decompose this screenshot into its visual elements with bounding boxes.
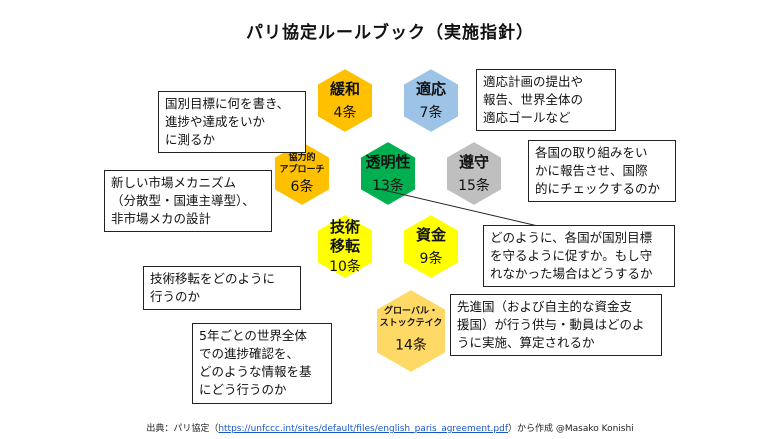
note-global-line: にどう行うのか: [199, 382, 287, 398]
note-kanwa-line: 進捗や達成をいか: [165, 114, 266, 130]
hex-shikin: [402, 212, 460, 281]
note-shikin: 先進国（および自主的な資金支 援国）が行う供与・動員はどのよ うに実施、算定され…: [450, 294, 662, 357]
page-title: パリ協定ルールブック（実施指針）: [246, 23, 534, 43]
note-gijutsu-line: 技術移転をどのように: [150, 271, 276, 286]
hex-tekio: [402, 66, 460, 135]
hex-tomeisei: [359, 139, 417, 208]
hex-junshu: [445, 139, 503, 208]
hex-name-kyoryoku-2: アプローチ: [279, 164, 325, 175]
note-tomeisei-line: を守るように促すか。もし守: [490, 248, 653, 264]
hex-gijutsu: [316, 212, 374, 281]
note-tekio-line: 報告、世界全体の: [483, 92, 584, 108]
note-global-line: 5年ごとの世界全体: [199, 328, 307, 343]
hex-article-junshu: 15条: [458, 177, 490, 194]
note-kanwa-line: 国別目標に何を書き、: [165, 96, 290, 111]
hex-article-kanwa: 4条: [333, 104, 357, 121]
note-shikin-line: 先進国（および自主的な資金支: [457, 299, 633, 314]
note-kyoryoku-line: 新しい市場メカニズム: [111, 175, 237, 190]
hex-article-shikin: 9条: [419, 250, 443, 267]
note-kyoryoku: 新しい市場メカニズム （分散型・国連主導型）、 非市場メカの設計: [104, 170, 272, 233]
hex-article-tekio: 7条: [419, 104, 443, 121]
hex-name-global-2: ストックテイク: [379, 318, 443, 329]
hex-name-gijutsu-2: 移転: [329, 236, 361, 255]
note-junshu: 各国の取り組みをい かに報告させ、国際 的にチェックするのか: [528, 140, 676, 203]
hex-article-global: 14条: [395, 337, 427, 354]
hex-label-kyoryoku: 協力的 アプローチ 6条: [279, 153, 324, 197]
connector-tomeisei: [374, 187, 556, 231]
hex-label-global: グローバル・ ストックテイク 14条: [380, 307, 443, 356]
note-junshu-line: 各国の取り組みをい: [535, 145, 648, 160]
hex-name-global-1: グローバル・: [384, 306, 438, 317]
note-global: 5年ごとの世界全体 での進捗確認を、 どのような情報を基 にどう行うのか: [192, 323, 332, 404]
note-kyoryoku-line: 非市場メカの設計: [111, 211, 212, 227]
note-junshu-line: かに報告させ、国際: [535, 163, 648, 179]
hex-name-gijutsu-1: 技術: [329, 218, 361, 236]
note-junshu-line: 的にチェックするのか: [535, 181, 661, 197]
hex-label-tekio: 適応 7条: [416, 80, 446, 122]
source-prefix: 出典：パリ協定（: [146, 424, 219, 434]
note-global-line: どのような情報を基: [199, 364, 312, 380]
hex-global: [375, 287, 447, 375]
hex-name-kyoryoku-1: 協力的: [288, 153, 316, 164]
note-kanwa: 国別目標に何を書き、 進捗や達成をいか に測るか: [158, 91, 306, 154]
hex-label-junshu: 遵守 15条: [458, 153, 490, 195]
hex-name-shikin: 資金: [415, 225, 447, 244]
hex-label-gijutsu: 技術 移転 10条: [329, 218, 361, 276]
source-citation: 出典：パリ協定（https://unfccc.int/sites/default…: [0, 421, 780, 434]
hex-label-tomeisei: 透明性 13条: [365, 153, 410, 195]
hex-article-gijutsu: 10条: [329, 258, 361, 275]
hex-kanwa: [316, 66, 374, 135]
hex-name-tomeisei: 透明性: [365, 152, 411, 171]
hex-name-kanwa: 緩和: [329, 79, 361, 98]
hex-label-shikin: 資金 9条: [416, 226, 446, 268]
note-tekio-line: 適応ゴールなど: [483, 110, 571, 126]
note-tomeisei: どのように、各国が国別目標 を守るように促すか。もし守 れなかった場合はどうする…: [483, 225, 675, 288]
note-tekio-line: 適応計画の提出や: [483, 74, 584, 89]
note-gijutsu-line: 行うのか: [150, 289, 201, 305]
note-tomeisei-line: どのように、各国が国別目標: [490, 230, 653, 245]
note-shikin-line: 援国）が行う供与・動員はどのよ: [457, 317, 645, 333]
hex-name-tekio: 適応: [415, 79, 447, 98]
note-shikin-line: うに実施、算定されるか: [457, 335, 595, 351]
note-tomeisei-line: れなかった場合はどうするか: [490, 266, 653, 282]
note-tekio: 適応計画の提出や 報告、世界全体の 適応ゴールなど: [476, 69, 616, 132]
hex-article-kyoryoku: 6条: [290, 179, 314, 196]
note-kyoryoku-line: （分散型・国連主導型）、: [111, 193, 255, 209]
source-link[interactable]: https://unfccc.int/sites/default/files/e…: [218, 424, 509, 434]
hex-name-junshu: 遵守: [458, 152, 490, 171]
note-global-line: での進捗確認を、: [199, 346, 300, 362]
note-kanwa-line: に測るか: [165, 132, 216, 148]
source-suffix: ）から作成 @Masako Konishi: [508, 424, 634, 434]
note-gijutsu: 技術移転をどのように 行うのか: [143, 266, 301, 311]
hex-article-tomeisei: 13条: [372, 177, 404, 194]
hex-label-kanwa: 緩和 4条: [330, 80, 360, 122]
